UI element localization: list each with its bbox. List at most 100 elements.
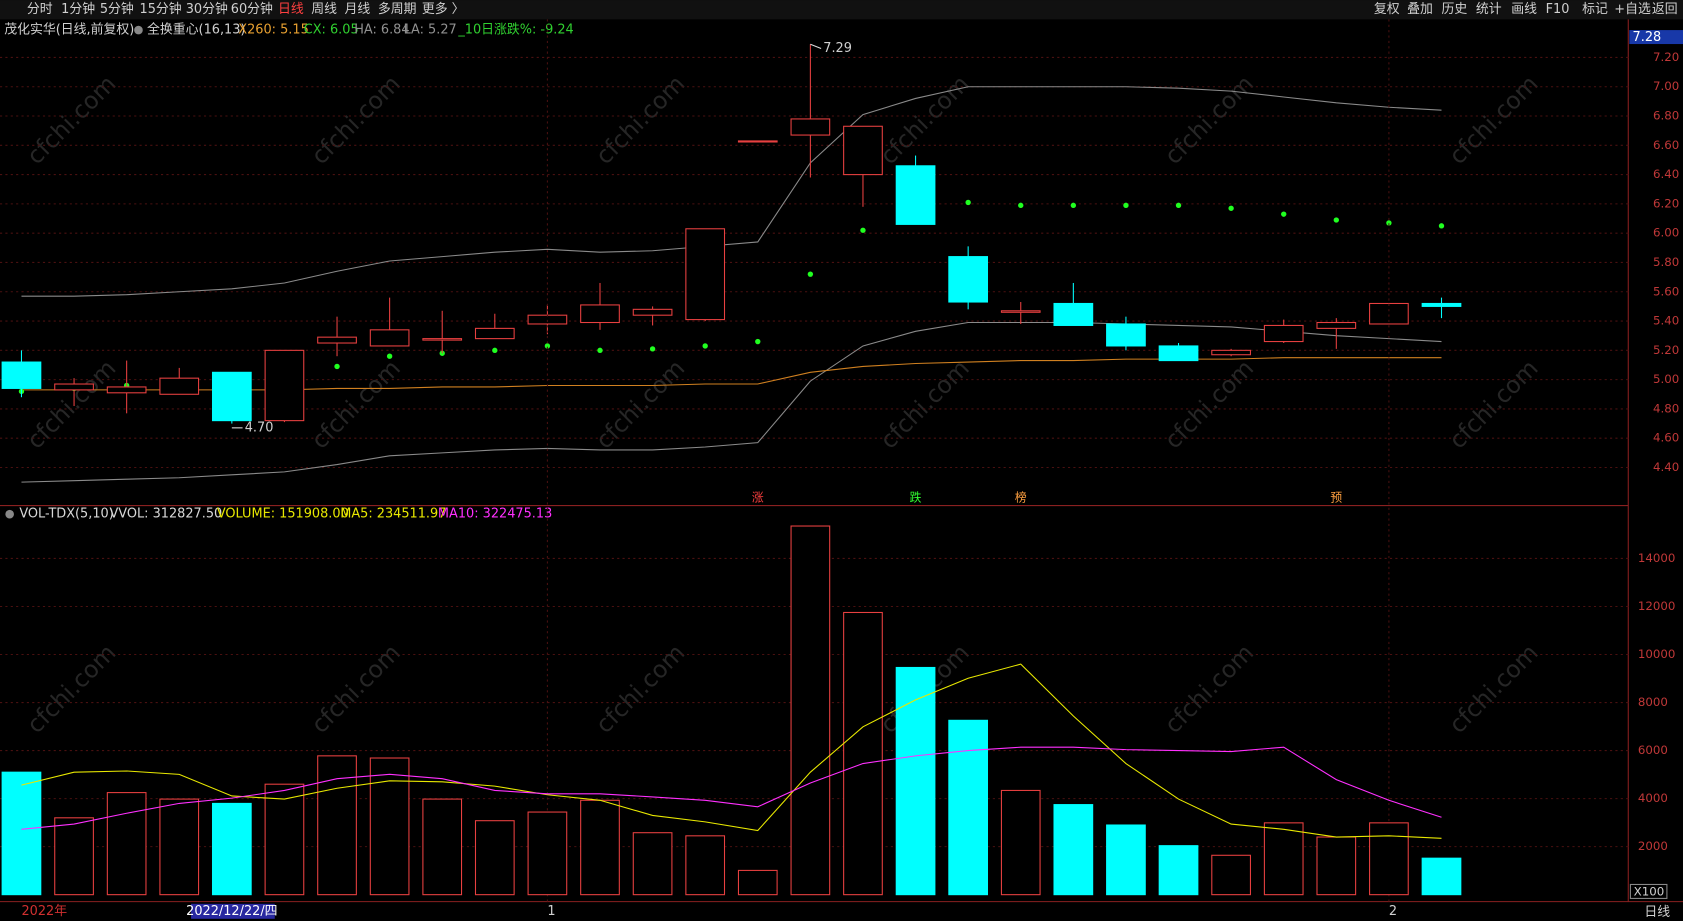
indicator-name: 全换重心(16,13) [147,22,245,38]
signal-label: 预 [1330,491,1342,505]
high-label: 7.29 [823,41,852,56]
y-tick-label: 4.40 [1653,460,1679,474]
period-tab[interactable]: 分时 [27,2,53,17]
volume-bar [1316,836,1357,896]
centroid-dot [386,353,393,359]
centroid-dot [1070,202,1077,209]
volume-bar [948,719,989,896]
period-label: 日线 [1644,905,1670,920]
centroid-dot [492,347,498,354]
tool-button[interactable]: 标记 [1582,2,1608,17]
candle-body [317,336,357,344]
period-tab[interactable]: 15分钟 [140,1,182,17]
period-tab[interactable]: 1分钟 [61,1,95,17]
volume-bar [737,869,778,896]
indicator-value: _10日涨跌%: -9.24 [457,22,573,38]
candle-body [1,361,42,389]
volume-bar [1000,789,1041,896]
centroid-dot [597,347,603,354]
y-tick-label: 6.80 [1653,109,1679,123]
centroid-dot [649,346,656,352]
volume-bar [632,832,673,896]
ma-line [21,663,1442,839]
tool-button[interactable]: 叠加 [1407,2,1433,17]
volume-bar [106,792,147,896]
y-tick-label: 4000 [1638,791,1668,805]
y-tick-label: 5.20 [1653,343,1679,357]
y-tick-label: 4.80 [1653,401,1679,415]
centroid-dot [860,227,866,233]
candle-body [1263,324,1304,343]
candle-body [159,377,200,395]
axis-highlight-box [1629,30,1683,45]
volume-bar [1158,845,1199,896]
vol-header: VOL-TDX(5,10) [19,507,113,522]
y-tick-label: 14000 [1638,551,1676,565]
volume-bar [317,755,357,896]
tool-button[interactable]: 历史 [1441,2,1467,17]
candle-body [474,327,515,340]
y-tick-label: 10000 [1638,647,1676,661]
period-tab[interactable]: 60分钟 [231,1,273,17]
candle-body [1000,310,1041,313]
y-tick-label: 12000 [1638,599,1676,613]
volume-bar [422,798,463,896]
volume-bar [1053,804,1094,896]
centroid-dot [334,363,340,370]
y-tick-label: 7.20 [1653,50,1679,64]
x-tick-label: 2022年 [21,904,67,919]
centroid-dot [807,271,814,277]
volume-bar [1421,857,1462,896]
y-tick-label: 6.40 [1653,167,1679,181]
axis-highlight: 7.28 [1633,30,1662,45]
y-tick-label: 6.00 [1653,226,1679,240]
centroid-dot [544,343,551,349]
period-tab[interactable]: 30分钟 [186,1,228,17]
period-tab[interactable]: 周线 [311,2,337,17]
low-label: 4.70 [245,420,274,435]
tool-button[interactable]: 画线 [1511,2,1537,17]
centroid-dot [755,338,761,345]
x-tick-label: 1 [547,904,555,919]
tool-button[interactable]: 返回 [1652,2,1678,17]
signal-label: 涨 [752,491,764,505]
centroid-dot [702,343,708,349]
candle-body [264,349,305,422]
centroid-dot [1228,205,1234,211]
indicator-value: X260: 5.15 [238,23,309,38]
volume-bar [1211,854,1251,896]
tool-button[interactable]: F10 [1546,2,1570,17]
unit-label: X100 [1634,884,1665,898]
tool-button[interactable]: 统计 [1476,2,1502,17]
centroid-dot [965,199,971,206]
volume-bar [1263,822,1304,896]
period-tab[interactable]: 月线 [345,2,371,17]
candle-body [685,228,726,321]
volume-bar [369,757,410,896]
y-tick-label: 6.20 [1653,196,1679,210]
volume-bar [843,611,883,896]
period-tab[interactable]: 更多 〉 [422,2,465,17]
candle-body [1106,323,1146,347]
candle-body [1316,321,1357,329]
tool-button[interactable]: 复权 [1374,1,1400,17]
period-tab[interactable]: 5分钟 [100,1,134,17]
indicator-value: LA: 5.27 [404,23,457,38]
volume-bar [264,783,305,896]
period-tab[interactable]: 日线 [278,2,304,17]
y-tick-label: 4.60 [1653,431,1679,445]
vol-header: MA10: 322475.13 [438,507,552,522]
volume-bar [474,820,515,896]
tool-button[interactable]: +自选 [1614,2,1651,17]
indicator-icon [134,25,143,35]
volume-bar [580,799,620,896]
vol-header: VOLUME: 151908.00 [217,507,349,522]
candle-body [790,118,831,136]
volume-bar [1106,824,1146,896]
centroid-dot [1386,220,1392,226]
cursor-date-box [191,903,275,919]
volume-bar [211,802,252,896]
centroid-dot [1018,202,1024,209]
period-tab[interactable]: 多周期 [378,2,417,17]
volume-bar [685,835,726,896]
